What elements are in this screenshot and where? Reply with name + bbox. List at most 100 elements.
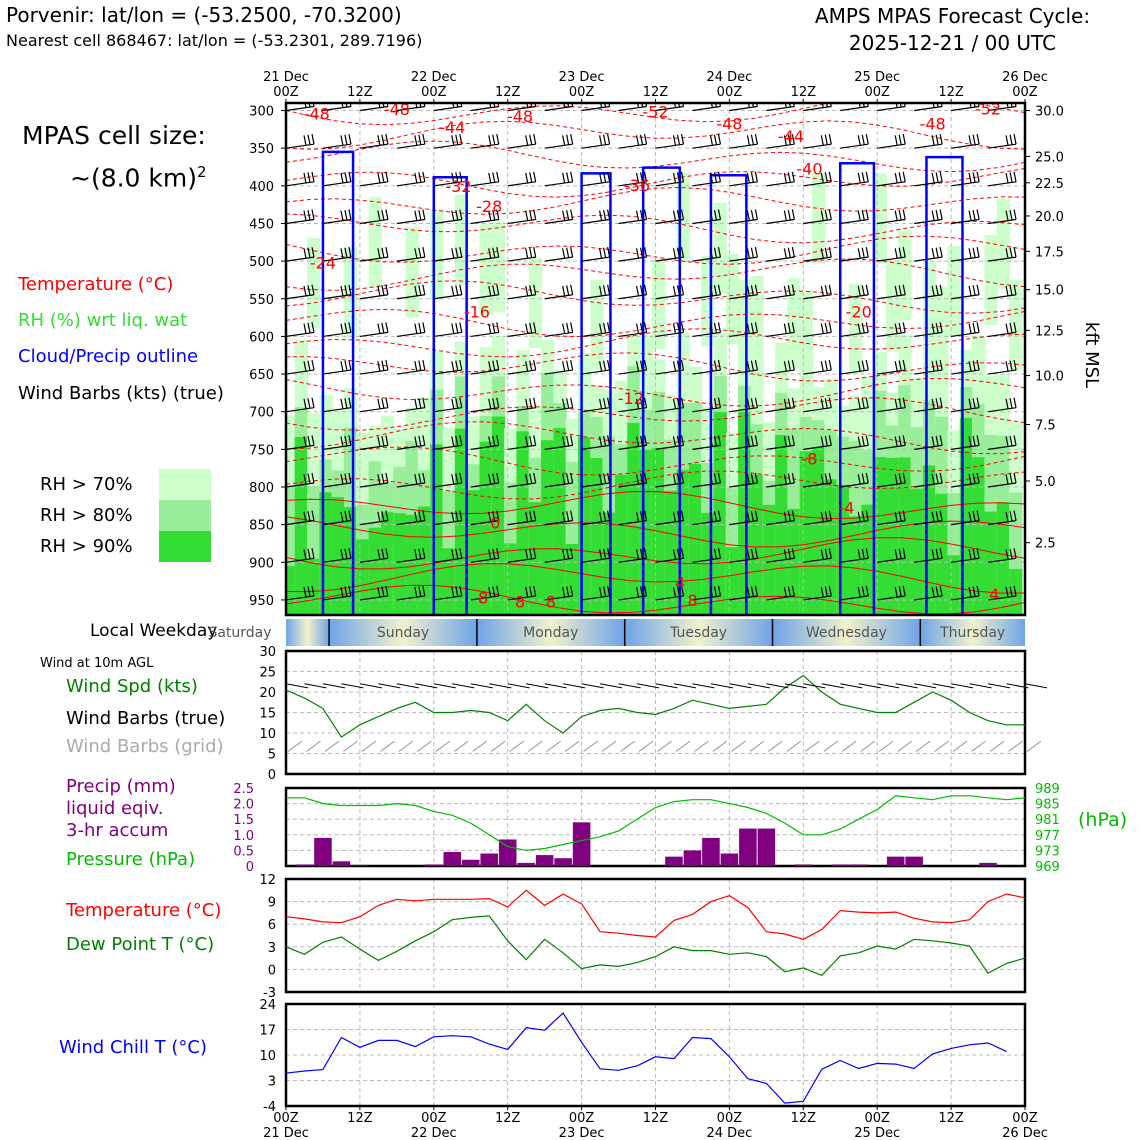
wind-barb-shaft [840, 407, 869, 413]
wind-barb-10m-true [969, 683, 992, 689]
wind-barb-feather [968, 587, 972, 598]
rh90-column [984, 511, 998, 615]
wind-barb-feather [709, 248, 714, 259]
wind-barb-feather [303, 285, 307, 297]
wind-barb-shaft [544, 218, 573, 225]
wind-barb-feather [902, 171, 906, 182]
temperature-contour [286, 516, 1025, 548]
wind-barb-feather [820, 210, 824, 221]
wind-barb-shaft [766, 294, 795, 300]
wind-barb-feather [861, 398, 865, 409]
wind-barb-feather [894, 135, 898, 146]
wind-barb-feather [529, 398, 533, 409]
wind-barb-feather [488, 361, 492, 372]
wind-barb-feather [976, 209, 980, 220]
top-hour-label: 00Z [421, 85, 447, 100]
wind-barb-feather [385, 359, 389, 371]
wind-barb-shaft [433, 520, 462, 526]
wind-barb-feather [783, 248, 787, 259]
wind-barb-feather [680, 435, 685, 446]
wind-barb-10m-grid [786, 740, 802, 752]
wind-barb-feather [787, 247, 791, 258]
wind-barb-feather [418, 398, 422, 409]
kft-tick-label: 2.5 [1035, 537, 1056, 552]
wind-barb-10m-grid [435, 740, 451, 752]
wind-barb-feather [570, 209, 574, 220]
wind-barb-shaft [618, 143, 647, 149]
wind-barb-feather [1005, 549, 1009, 560]
wind-barb-feather [680, 397, 685, 408]
wind-barb-shaft [729, 218, 758, 225]
wind-barb-feather [746, 511, 750, 522]
wind-barb-feather [935, 548, 939, 560]
wind-barb-feather [939, 246, 943, 258]
temperature-contour [286, 584, 1025, 615]
wind-barb-feather [418, 586, 422, 597]
wind-barb-shaft [322, 256, 352, 262]
wind-barb-shaft [396, 595, 425, 601]
wind-barb-feather [783, 474, 787, 485]
wind-barb-feather [607, 510, 611, 521]
wind-barb-feather [866, 103, 869, 107]
wind-barb-feather [451, 172, 455, 184]
bottom-day-label: 21 Dec [263, 1126, 309, 1140]
wind-barb-shaft [544, 444, 573, 450]
wind-barb-shaft [951, 143, 980, 149]
wind-barb-feather [1005, 135, 1009, 146]
wind-barb-feather [1013, 585, 1017, 597]
wind-barb-shaft [286, 520, 315, 526]
wind-barb-feather [492, 548, 496, 560]
wind-barb-shaft [655, 181, 684, 187]
wind-barb-feather [348, 510, 352, 521]
rh90-column [787, 508, 801, 615]
wind-barb-shaft [359, 482, 388, 488]
temperature-contour [286, 446, 1025, 476]
wind-barb-feather [1047, 398, 1049, 408]
wind-barb-feather [976, 585, 980, 597]
rh90-column [417, 506, 432, 615]
bottom-hour-label: 12Z [347, 1111, 373, 1126]
rh70-patch [750, 276, 764, 367]
wind-barb-feather [377, 361, 381, 372]
wind-barb-feather [311, 209, 315, 220]
top-hour-label: 00Z [864, 85, 890, 100]
windchill-tick-label: 17 [259, 1024, 276, 1039]
wind-barb-10m-true [544, 683, 567, 689]
location-title: Porvenir: lat/lon = (-53.2500, -70.3200) [6, 3, 402, 27]
wind-barb-shaft [507, 482, 536, 488]
weekday-cell [329, 619, 477, 646]
wind-barb-shaft [803, 218, 832, 225]
precip-tick-label: 2.5 [233, 782, 254, 797]
weekday-cell [476, 619, 625, 646]
wind-barb-shaft [766, 595, 795, 601]
wind-barb-feather [566, 360, 570, 371]
temperature-line [285, 889, 1026, 940]
wind-barb-feather [345, 103, 348, 108]
wind-barb-feather [1013, 284, 1017, 295]
wind-barb-feather [828, 359, 832, 371]
wind-barb-feather [821, 103, 824, 108]
temperature-label: 8 [515, 592, 525, 611]
wind-barb-feather [639, 511, 644, 522]
wind-barb-feather [713, 473, 718, 484]
wind-barb-10m-true [1024, 683, 1048, 689]
wind-barb-10m-grid [1026, 740, 1042, 752]
wind-barb-shaft [914, 181, 943, 187]
wind-speed-line [285, 674, 1025, 738]
weekday-cell [772, 619, 921, 646]
wind-barb-feather [562, 323, 566, 334]
wind-barb-feather [825, 103, 828, 108]
wind-barb-feather [717, 246, 722, 258]
wind-barb-shaft [433, 444, 462, 450]
wind-barb-feather [533, 472, 537, 484]
wind-barb-shaft [581, 105, 610, 112]
wind-barb-shaft [729, 181, 758, 187]
wind-barb-feather [340, 436, 344, 447]
pressure-tick-label: 977 [1035, 829, 1060, 844]
wind-barb-feather [791, 209, 795, 220]
wind-barb-shaft [951, 595, 980, 601]
wind-barb-feather [968, 323, 972, 334]
wind-barb-feather [1009, 285, 1013, 296]
wind-barb-feather [824, 322, 828, 334]
